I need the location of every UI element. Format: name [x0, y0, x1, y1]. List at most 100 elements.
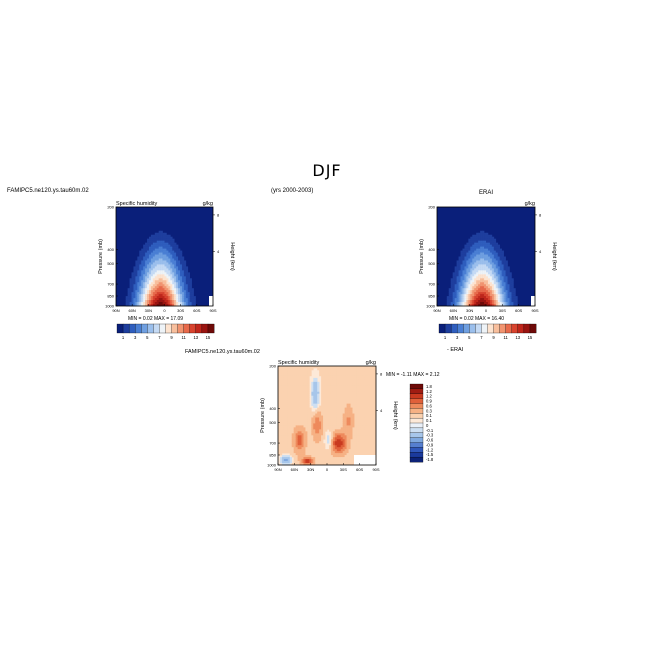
contour-cell	[346, 377, 349, 381]
contour-cell	[334, 403, 338, 406]
contour-cell	[340, 371, 343, 375]
contour-cell	[321, 423, 324, 426]
contour-cell	[289, 417, 293, 420]
colorbar-swatch	[409, 388, 424, 395]
contour-cell	[466, 290, 469, 293]
contour-cell	[321, 431, 324, 434]
contour-cell	[325, 451, 328, 454]
contour-cell	[460, 258, 463, 261]
colorbar-label: 3	[134, 335, 137, 340]
contour-cell	[484, 304, 487, 307]
contour-cell	[168, 282, 171, 285]
contour-cell	[360, 447, 363, 450]
contour-cell	[162, 290, 165, 293]
contour-cell	[317, 461, 320, 464]
contour-cell	[468, 276, 471, 279]
contour-cell	[311, 445, 314, 448]
contour-cell	[327, 389, 330, 393]
contour-cell	[289, 385, 293, 389]
contour-cell	[507, 284, 510, 287]
contour-cell	[486, 236, 489, 239]
contour-cell	[313, 447, 316, 450]
contour-cell	[289, 377, 293, 381]
contour-cell	[487, 276, 491, 279]
contour-cell	[472, 236, 475, 239]
contour-cell	[346, 389, 349, 393]
contour-cell	[189, 296, 192, 299]
contour-cell	[162, 278, 165, 281]
contour-cell	[503, 266, 506, 269]
contour-cell	[181, 298, 185, 301]
contour-cell	[287, 427, 291, 430]
contour-cell	[141, 254, 144, 257]
contour-cell	[489, 256, 493, 259]
contour-cell	[505, 272, 508, 275]
contour-cell	[281, 369, 285, 373]
contour-cell	[458, 282, 461, 285]
contour-cell	[332, 401, 336, 404]
contour-cell	[334, 419, 338, 422]
contour-cell	[168, 296, 171, 299]
contour-cell	[340, 439, 343, 442]
contour-cell	[325, 415, 328, 418]
contour-cell	[137, 282, 140, 285]
contour-cell	[170, 258, 173, 261]
contour-cell	[299, 367, 302, 371]
contour-cell	[366, 435, 369, 438]
contour-cell	[487, 296, 491, 299]
contour-cell	[352, 441, 355, 444]
contour-cell	[340, 451, 343, 454]
contour-cell	[283, 429, 287, 432]
contour-cell	[509, 292, 512, 295]
contour-cell	[466, 280, 469, 283]
contour-cell	[291, 399, 294, 402]
contour-cell	[334, 433, 338, 436]
contour-cell	[289, 411, 293, 414]
contour-cell	[352, 423, 355, 426]
contour-cell	[458, 296, 461, 299]
contour-cell	[311, 411, 314, 414]
contour-cell	[279, 449, 283, 452]
contour-cell	[166, 294, 169, 297]
contour-cell	[327, 395, 330, 398]
contour-cell	[491, 254, 495, 257]
contour-cell	[139, 302, 142, 305]
contour-cell	[348, 455, 351, 458]
contour-cell	[313, 405, 316, 408]
contour-cell	[303, 447, 306, 450]
contour-cell	[135, 260, 138, 263]
contour-cell	[368, 383, 371, 387]
contour-cell	[137, 300, 140, 303]
contour-cell	[487, 280, 491, 283]
contour-cell	[147, 246, 150, 249]
contour-cell	[283, 369, 287, 373]
contour-cell	[311, 441, 314, 444]
contour-cell	[301, 395, 304, 398]
contour-cell	[505, 296, 508, 299]
contour-cell	[342, 391, 345, 395]
contour-cell	[307, 451, 310, 454]
contour-cell	[332, 375, 336, 379]
contour-cell	[135, 296, 138, 299]
contour-cell	[305, 413, 308, 416]
contour-cell	[464, 290, 467, 293]
contour-cell	[344, 395, 347, 398]
contour-cell	[289, 399, 293, 402]
contour-cell	[480, 278, 483, 281]
contour-cell	[178, 262, 181, 265]
contour-cell	[287, 447, 291, 450]
contour-cell	[301, 455, 304, 458]
contour-cell	[293, 451, 296, 454]
contour-cell	[166, 244, 169, 247]
contour-cell	[303, 441, 306, 444]
contour-cell	[307, 381, 310, 385]
contour-cell	[344, 413, 347, 416]
contour-cell	[493, 262, 497, 265]
contour-cell	[330, 431, 334, 434]
contour-cell	[507, 286, 510, 289]
contour-cell	[356, 389, 359, 393]
x-tick-label: 30S	[177, 308, 184, 313]
contour-cell	[327, 461, 330, 464]
contour-cell	[356, 393, 359, 396]
contour-cell	[362, 425, 365, 428]
